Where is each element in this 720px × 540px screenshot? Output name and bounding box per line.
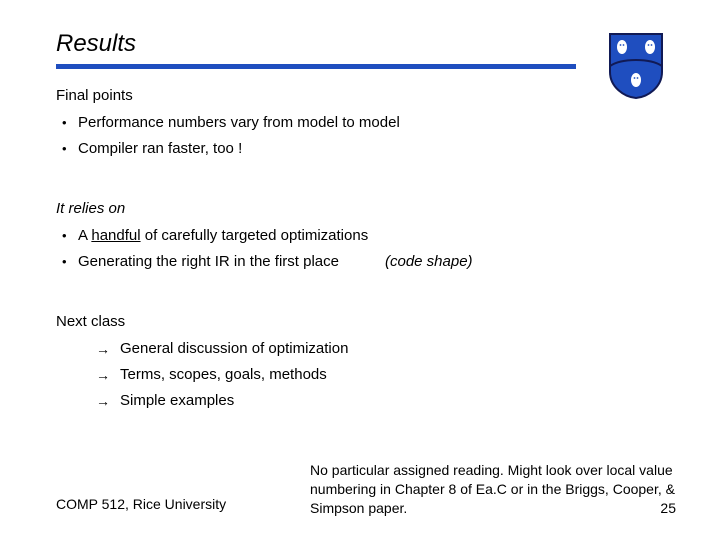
section-heading-3: Next class [56,313,664,330]
bullet-item: • A handful of carefully targeted optimi… [62,227,664,245]
text-underline: handful [91,227,140,244]
text-ir: IR [215,253,230,270]
title-rule [56,64,576,69]
bullet-text: Performance numbers vary from model to m… [78,114,664,131]
section-heading-1: Final points [56,87,664,104]
bullet-text: Compiler ran faster, too ! [78,140,664,157]
aside-text: (code shape) [385,253,473,270]
arrow-icon: → [96,340,120,358]
section-heading-2: It relies on [56,200,664,217]
footer-right: No particular assigned reading. Might lo… [310,461,690,518]
rice-shield-logo [608,32,664,100]
bullet-text: A handful of carefully targeted optimiza… [78,227,664,244]
bullet-item: • Compiler ran faster, too ! [62,140,664,158]
bullet-icon: • [62,140,78,158]
arrow-icon: → [96,392,120,410]
text-pre: Generating the right [78,253,215,270]
bullet-item: • Performance numbers vary from model to… [62,114,664,132]
bullet-icon: • [62,227,78,245]
arrow-text: Terms, scopes, goals, methods [120,366,327,383]
bullet-text: Generating the right IR in the first pla… [78,253,664,270]
bullet-icon: • [62,114,78,132]
text-post: of carefully targeted optimizations [141,227,369,244]
page-number: 25 [660,500,676,516]
text-post: in the first place [230,253,339,270]
arrow-text: Simple examples [120,392,234,409]
arrow-item: → Terms, scopes, goals, methods [96,366,664,384]
footer-left: COMP 512, Rice University [56,496,226,512]
slide-title: Results [56,30,664,58]
text-pre: A [78,227,91,244]
arrow-text: General discussion of optimization [120,340,348,357]
slide: Results Final points • Performance numbe… [0,0,720,540]
arrow-item: → Simple examples [96,392,664,410]
bullet-item: • Generating the right IR in the first p… [62,253,664,271]
arrow-item: → General discussion of optimization [96,340,664,358]
bullet-icon: • [62,253,78,271]
arrow-icon: → [96,366,120,384]
